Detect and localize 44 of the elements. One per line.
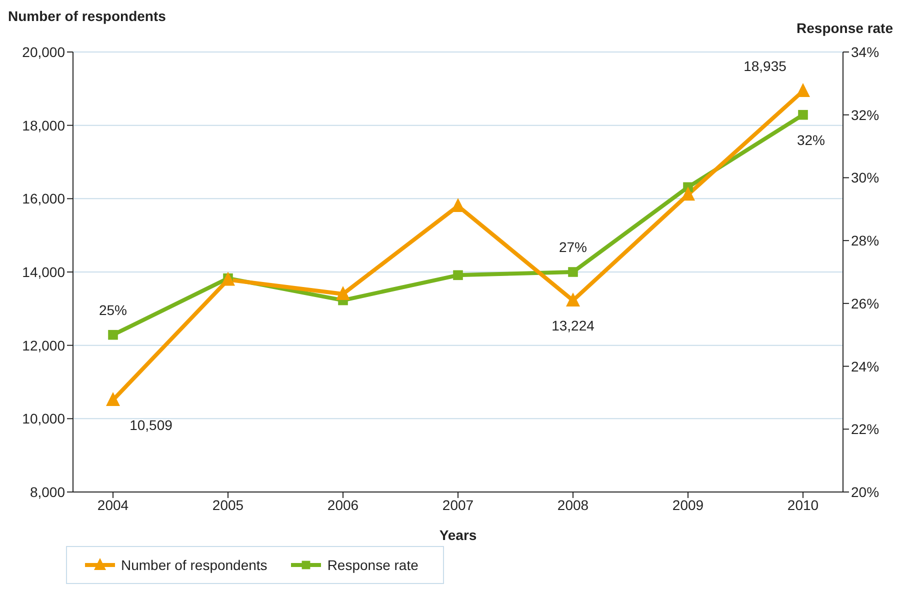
x-tick-label: 2005 xyxy=(212,496,244,513)
point xyxy=(451,198,465,212)
data-label: 27% xyxy=(558,239,588,255)
x-tick-label: 2007 xyxy=(442,496,474,513)
y2-tick-label: 22% xyxy=(851,421,880,438)
x-tick-label: 2009 xyxy=(672,496,704,513)
data-label: 10,509 xyxy=(130,417,173,434)
y-tick-label: 8,000 xyxy=(30,484,66,500)
y-tick-label: 18,000 xyxy=(22,117,66,134)
point xyxy=(453,270,463,280)
point xyxy=(106,392,120,406)
y2-tick-label: 32% xyxy=(851,106,880,123)
y2-tick-label: 34% xyxy=(851,44,880,60)
point xyxy=(796,83,810,98)
y2-tick-label: 24% xyxy=(851,358,880,374)
point xyxy=(336,286,350,300)
point xyxy=(108,330,118,340)
y-axis-title: Number of respondents xyxy=(8,8,166,24)
legend-label: Response rate xyxy=(327,557,418,573)
y-tick-label: 16,000 xyxy=(22,190,66,207)
x-tick-label: 2004 xyxy=(97,496,129,513)
data-label: 25% xyxy=(98,302,128,318)
data-label: 13,224 xyxy=(552,317,595,334)
point xyxy=(568,267,578,277)
x-tick-label: 2010 xyxy=(787,496,819,513)
y-tick-label: 14,000 xyxy=(22,264,66,280)
point xyxy=(798,110,808,120)
y2-tick-label: 30% xyxy=(851,170,880,186)
data-label: 32% xyxy=(796,132,826,148)
point xyxy=(566,292,580,306)
point xyxy=(221,272,235,286)
y-tick-label: 10,000 xyxy=(22,410,66,427)
x-tick-label: 2008 xyxy=(557,496,589,513)
data-label: 18,935 xyxy=(744,58,787,74)
y-tick-label: 12,000 xyxy=(22,337,66,354)
y2-tick-label: 28% xyxy=(851,232,880,249)
x-axis-title: Years xyxy=(439,527,477,543)
y-tick-label: 20,000 xyxy=(22,44,66,60)
y2-tick-label: 26% xyxy=(851,295,880,312)
y2-tick-label: 20% xyxy=(851,484,880,500)
x-tick-label: 2006 xyxy=(327,496,359,513)
y2-axis-title: Response rate xyxy=(796,20,893,36)
legend-label: Number of respondents xyxy=(121,557,268,573)
point xyxy=(681,186,695,201)
